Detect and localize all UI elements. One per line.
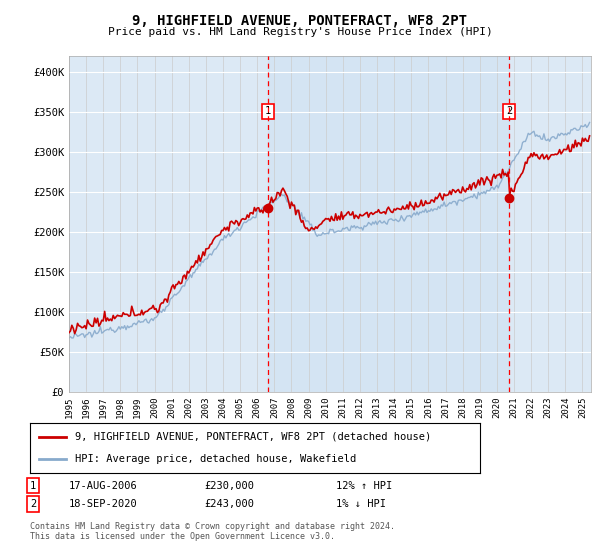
Text: 1: 1 bbox=[30, 480, 36, 491]
Text: Price paid vs. HM Land Registry's House Price Index (HPI): Price paid vs. HM Land Registry's House … bbox=[107, 27, 493, 37]
Text: 9, HIGHFIELD AVENUE, PONTEFRACT, WF8 2PT: 9, HIGHFIELD AVENUE, PONTEFRACT, WF8 2PT bbox=[133, 14, 467, 28]
Text: 18-SEP-2020: 18-SEP-2020 bbox=[69, 499, 138, 509]
Text: 9, HIGHFIELD AVENUE, PONTEFRACT, WF8 2PT (detached house): 9, HIGHFIELD AVENUE, PONTEFRACT, WF8 2PT… bbox=[75, 432, 431, 442]
Text: Contains HM Land Registry data © Crown copyright and database right 2024.
This d: Contains HM Land Registry data © Crown c… bbox=[30, 522, 395, 542]
Text: 12% ↑ HPI: 12% ↑ HPI bbox=[336, 480, 392, 491]
Text: 2: 2 bbox=[506, 106, 512, 116]
Text: £230,000: £230,000 bbox=[204, 480, 254, 491]
Text: 2: 2 bbox=[30, 499, 36, 509]
Text: £243,000: £243,000 bbox=[204, 499, 254, 509]
Bar bbox=[268, 56, 509, 392]
Text: 1% ↓ HPI: 1% ↓ HPI bbox=[336, 499, 386, 509]
Text: HPI: Average price, detached house, Wakefield: HPI: Average price, detached house, Wake… bbox=[75, 454, 356, 464]
Text: 17-AUG-2006: 17-AUG-2006 bbox=[69, 480, 138, 491]
Text: 1: 1 bbox=[265, 106, 271, 116]
